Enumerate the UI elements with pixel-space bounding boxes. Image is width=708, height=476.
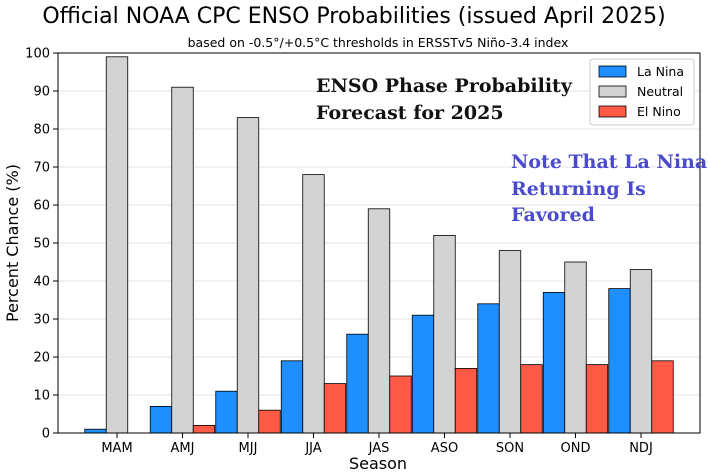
y-axis-label: Percent Chance (%) bbox=[3, 164, 22, 322]
phase-annotation-line1: ENSO Phase Probability bbox=[316, 75, 573, 97]
bar-neutral bbox=[564, 261, 587, 434]
bar-el-nino bbox=[520, 364, 543, 434]
legend-label-la-nina: La Nina bbox=[637, 64, 684, 79]
bar-el-nino bbox=[585, 364, 609, 434]
legend-label-el-nino: El Nino bbox=[637, 104, 681, 119]
bar-neutral bbox=[302, 174, 325, 434]
bar-la-nina bbox=[215, 390, 238, 434]
bar-el-nino bbox=[454, 367, 478, 434]
x-tick-label: AMJ bbox=[171, 441, 195, 456]
x-tick-label: JAS bbox=[368, 441, 390, 456]
x-tick-label: OND bbox=[561, 441, 591, 456]
bar-neutral bbox=[105, 56, 129, 434]
x-tick-label: SON bbox=[496, 441, 524, 456]
bar-el-nino bbox=[389, 375, 412, 434]
y-tick-label: 80 bbox=[33, 123, 50, 138]
x-axis-ticks: MAM AMJ MJJ JJA JAS ASO SON OND NDJ bbox=[101, 433, 653, 456]
x-tick-label: MJJ bbox=[239, 441, 258, 456]
phase-annotation-line2: Forecast for 2025 bbox=[316, 102, 504, 124]
y-axis-ticks: 0 10 20 30 40 50 60 70 80 90 100 bbox=[25, 47, 58, 442]
y-tick-label: 10 bbox=[33, 389, 50, 404]
bar-la-nina bbox=[411, 314, 435, 434]
bar-el-nino bbox=[258, 409, 281, 434]
bar-neutral bbox=[236, 117, 260, 434]
y-tick-label: 100 bbox=[25, 47, 50, 62]
bar-la-nina bbox=[149, 405, 173, 434]
y-tick-label: 30 bbox=[33, 313, 50, 328]
bar-neutral bbox=[367, 208, 391, 434]
bar-la-nina bbox=[84, 428, 107, 434]
bar-neutral bbox=[498, 250, 522, 434]
x-tick-label: MAM bbox=[101, 441, 132, 456]
y-tick-label: 70 bbox=[33, 161, 50, 176]
bar-el-nino bbox=[651, 360, 674, 434]
bars bbox=[84, 56, 674, 434]
note-annotation-line1: Note That La Nina bbox=[511, 151, 707, 173]
note-annotation-line2: Returning Is bbox=[511, 178, 646, 200]
y-tick-label: 60 bbox=[33, 199, 50, 214]
y-tick-label: 20 bbox=[33, 351, 50, 366]
x-tick-label: ASO bbox=[431, 441, 458, 456]
y-tick-label: 0 bbox=[42, 427, 50, 442]
y-tick-label: 50 bbox=[33, 237, 50, 252]
note-annotation-line3: Favored bbox=[511, 204, 595, 226]
legend-swatch-la-nina bbox=[598, 65, 627, 78]
x-tick-label: JJA bbox=[304, 441, 321, 456]
bar-la-nina bbox=[608, 288, 631, 434]
bar-neutral bbox=[629, 269, 653, 434]
bar-la-nina bbox=[280, 360, 304, 434]
legend: La Nina Neutral El Nino bbox=[589, 58, 695, 126]
bar-la-nina bbox=[477, 303, 500, 434]
x-tick-label: NDJ bbox=[629, 441, 653, 456]
chart-title: Official NOAA CPC ENSO Probabilities (is… bbox=[42, 4, 665, 29]
bar-neutral bbox=[433, 234, 456, 434]
bar-el-nino bbox=[323, 383, 347, 434]
y-tick-label: 40 bbox=[33, 275, 50, 290]
bar-neutral bbox=[171, 86, 194, 434]
chart-subtitle: based on -0.5°/+0.5°C thresholds in ERSS… bbox=[188, 35, 569, 50]
bar-la-nina bbox=[346, 333, 369, 434]
bar-el-nino bbox=[192, 424, 216, 434]
legend-swatch-el-nino bbox=[598, 105, 627, 118]
legend-swatch-neutral bbox=[598, 85, 627, 98]
y-tick-label: 90 bbox=[33, 85, 50, 100]
bar-la-nina bbox=[542, 291, 566, 434]
legend-label-neutral: Neutral bbox=[637, 84, 683, 99]
x-axis-label: Season bbox=[349, 454, 407, 473]
